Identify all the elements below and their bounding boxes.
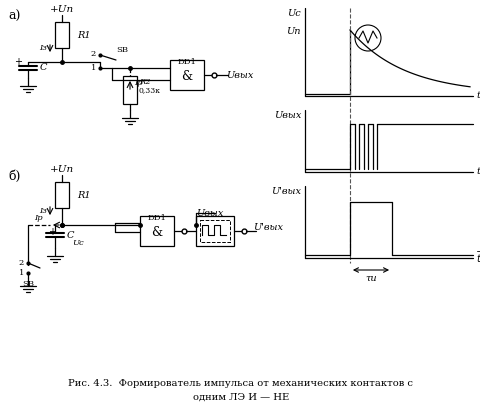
Text: Uп: Uп <box>286 28 300 36</box>
Text: Uвых: Uвых <box>273 112 300 120</box>
Text: а): а) <box>8 10 20 23</box>
Text: 2: 2 <box>91 50 96 58</box>
Text: R1: R1 <box>77 191 90 199</box>
Text: &: & <box>151 227 162 240</box>
Bar <box>169 60 204 90</box>
Text: 2: 2 <box>19 259 24 267</box>
Text: 1: 1 <box>19 269 24 277</box>
Text: Iз: Iз <box>39 44 47 52</box>
Text: +Uп: +Uп <box>50 5 74 15</box>
Bar <box>195 216 233 246</box>
Text: Uвых: Uвых <box>226 71 253 79</box>
Text: Uс: Uс <box>287 10 300 18</box>
Text: SB: SB <box>22 280 34 288</box>
Text: одним ЛЭ И — НЕ: одним ЛЭ И — НЕ <box>192 393 288 402</box>
Text: SB: SB <box>116 46 128 54</box>
Text: +Uп: +Uп <box>50 166 74 174</box>
Text: &: & <box>181 71 192 84</box>
Text: C: C <box>67 230 74 240</box>
Text: R1: R1 <box>77 31 90 39</box>
Text: U'вых: U'вых <box>270 188 300 196</box>
Text: Iр: Iр <box>133 79 142 87</box>
Text: 0,33к: 0,33к <box>139 86 161 94</box>
Bar <box>55 22 69 48</box>
Text: +: + <box>48 227 56 237</box>
Text: U'вых: U'вых <box>252 224 282 232</box>
Text: t: t <box>475 92 479 100</box>
Text: DD1: DD1 <box>147 214 166 222</box>
Text: t: t <box>475 168 479 176</box>
Text: DD1: DD1 <box>177 58 196 66</box>
Text: R2: R2 <box>139 78 150 86</box>
Text: Uс: Uс <box>72 239 84 247</box>
Text: C: C <box>40 64 48 72</box>
Text: Iр: Iр <box>34 214 42 222</box>
Text: Рис. 4.3.  Формирователь импульса от механических контактов с: Рис. 4.3. Формирователь импульса от меха… <box>68 380 413 388</box>
Text: +: + <box>14 57 22 67</box>
Text: $\bar{t}$: $\bar{t}$ <box>475 251 480 265</box>
Bar <box>123 76 137 104</box>
Text: 1: 1 <box>90 64 96 72</box>
Text: Iз: Iз <box>39 207 47 215</box>
Bar <box>140 216 174 246</box>
Text: τи: τи <box>364 273 376 283</box>
Text: б): б) <box>8 170 20 183</box>
Text: Uвых: Uвых <box>196 209 223 217</box>
Bar <box>55 182 69 208</box>
